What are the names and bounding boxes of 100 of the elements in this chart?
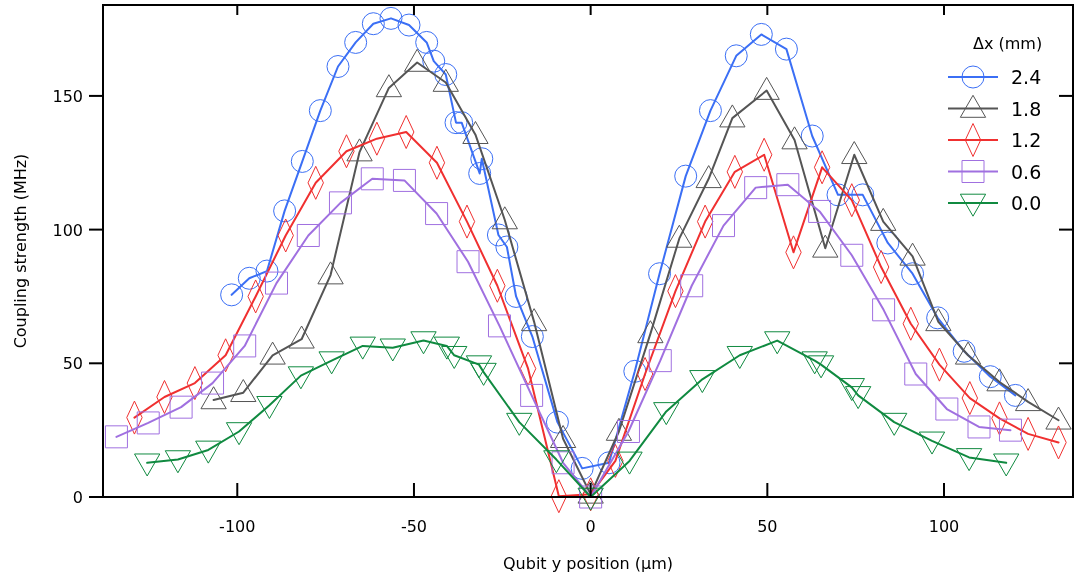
point [808, 199, 832, 223]
point [904, 362, 928, 386]
x-tick-label: 50 [757, 517, 778, 536]
point [520, 383, 544, 407]
point [998, 418, 1022, 442]
point [551, 451, 575, 475]
point [164, 450, 192, 474]
point [404, 48, 431, 72]
x-tick-label: 0 [585, 517, 596, 536]
point [415, 30, 439, 54]
x-axis-title: Qubit y position (μm) [503, 554, 673, 573]
x-tick-label: -50 [400, 517, 428, 536]
point [470, 362, 497, 386]
x-tick-label: 100 [928, 517, 960, 536]
point [444, 111, 468, 135]
legend-label: 0.0 [1011, 192, 1042, 214]
y-tick-label: 50 [62, 354, 83, 374]
point [674, 164, 698, 188]
point [392, 168, 416, 192]
point [719, 104, 746, 128]
point [470, 147, 494, 171]
point [495, 235, 519, 259]
point [749, 22, 773, 46]
legend-label: 1.2 [1011, 129, 1042, 151]
point [450, 111, 474, 135]
point [361, 12, 385, 36]
point [851, 183, 875, 207]
point [504, 284, 528, 308]
point [434, 63, 458, 86]
point [201, 371, 225, 395]
point [993, 453, 1020, 477]
point [169, 395, 193, 419]
point [326, 55, 350, 78]
point [134, 453, 161, 477]
point [840, 243, 864, 267]
y-tick-label: 150 [52, 86, 83, 106]
point [935, 397, 959, 421]
point [901, 262, 925, 286]
point [781, 126, 808, 150]
point [845, 386, 872, 410]
point [486, 223, 510, 247]
point [545, 410, 569, 434]
point [273, 199, 297, 223]
point [296, 223, 320, 247]
point [597, 451, 621, 475]
point [616, 451, 643, 475]
point [570, 456, 594, 480]
y-tick-label: 0 [72, 488, 83, 507]
point [978, 365, 1002, 389]
point [379, 338, 406, 362]
point [841, 141, 868, 165]
point [379, 6, 403, 30]
point [136, 411, 160, 435]
point [807, 355, 835, 379]
point [265, 271, 288, 295]
point [543, 450, 570, 474]
legend-label: 0.6 [1011, 160, 1042, 183]
legend-label: 2.4 [1011, 66, 1042, 88]
point [487, 314, 511, 338]
point [967, 415, 991, 439]
point [349, 336, 376, 360]
point [800, 124, 824, 148]
x-tick-label: -100 [219, 517, 256, 536]
point [744, 176, 768, 200]
point [465, 355, 493, 379]
point [287, 366, 315, 390]
point [764, 331, 791, 355]
point [195, 440, 222, 464]
point [255, 259, 279, 283]
point [220, 283, 244, 307]
point [308, 99, 332, 123]
point [318, 351, 345, 375]
point [801, 351, 828, 375]
point [506, 412, 533, 436]
point [774, 37, 798, 61]
point [726, 345, 753, 369]
point [648, 262, 672, 286]
point [344, 30, 368, 54]
point [712, 214, 736, 238]
point [1003, 383, 1027, 407]
point [520, 325, 544, 349]
point [328, 191, 352, 215]
point [433, 336, 460, 360]
point [425, 202, 449, 226]
point [441, 345, 468, 369]
point [456, 250, 480, 274]
point [876, 231, 900, 255]
point [375, 74, 403, 98]
point [918, 431, 946, 455]
y-tick-label: 100 [52, 220, 83, 240]
point [422, 49, 446, 73]
point [468, 161, 492, 185]
point [776, 173, 800, 197]
point [397, 13, 421, 37]
point [491, 206, 518, 230]
point [360, 167, 384, 191]
point [648, 349, 672, 373]
point [955, 448, 983, 472]
point [233, 334, 257, 358]
point [952, 339, 976, 363]
